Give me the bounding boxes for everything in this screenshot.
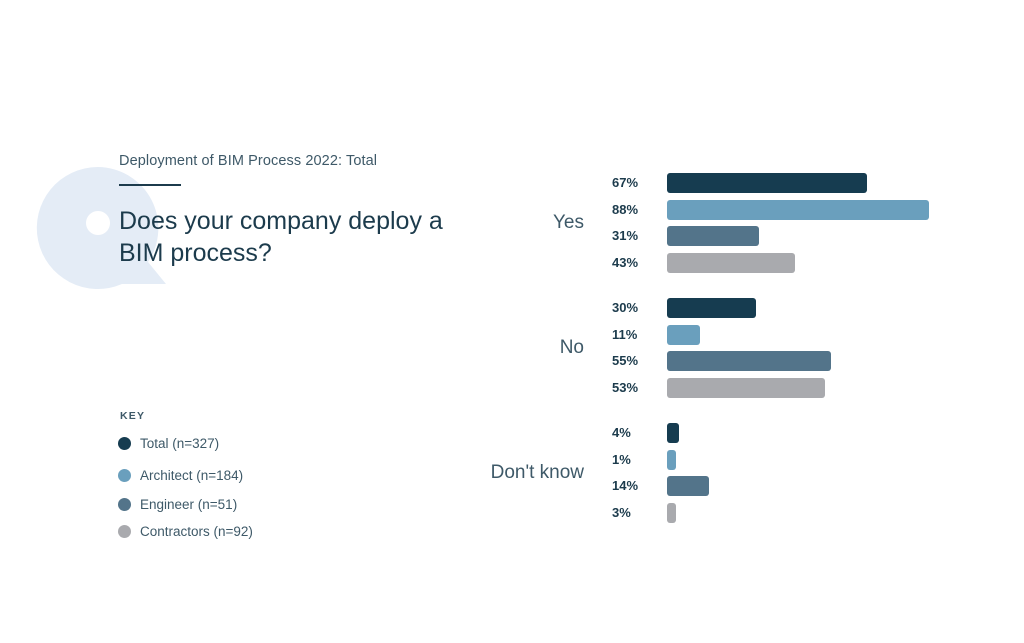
legend-item-contractors: Contractors (n=92)	[118, 522, 253, 540]
bar-total	[667, 423, 679, 443]
data-label-contractors: 53%	[612, 380, 639, 396]
bar-total	[667, 298, 757, 318]
legend-swatch-total	[118, 436, 131, 450]
q-logo-watermark	[36, 166, 166, 289]
data-label-architect: 1%	[612, 451, 631, 467]
legend-label-architect: Architect (n=184)	[140, 467, 244, 483]
category-label-no: No	[559, 337, 584, 359]
legend-label-engineer: Engineer (n=51)	[140, 496, 238, 512]
data-label-engineer: 14%	[612, 478, 639, 494]
bar-architect	[667, 199, 930, 220]
data-label-engineer: 31%	[612, 228, 639, 244]
legend-item-engineer: Engineer (n=51)	[118, 495, 237, 513]
bar-architect	[667, 324, 700, 345]
legend-title: KEY	[120, 410, 146, 422]
data-label-total: 4%	[612, 425, 631, 440]
bar-engineer	[667, 226, 760, 247]
legend-label-total: Total (n=327)	[140, 435, 220, 451]
legend-swatch-engineer	[118, 497, 131, 511]
legend-item-total: Total (n=327)	[118, 434, 219, 452]
bar-total	[667, 173, 867, 193]
data-label-contractors: 43%	[612, 255, 639, 271]
data-label-engineer: 55%	[612, 353, 639, 369]
data-label-contractors: 3%	[612, 505, 631, 521]
legend-swatch-contractors	[118, 524, 131, 538]
title-divider	[119, 184, 181, 186]
data-label-total: 30%	[612, 300, 639, 315]
legend-item-architect: Architect (n=184)	[118, 466, 243, 484]
chart-subtitle: Deployment of BIM Process 2022: Total	[119, 153, 378, 169]
bar-contractors	[667, 253, 796, 274]
bar-contractors	[667, 378, 825, 399]
bar-contractors	[667, 503, 676, 524]
legend-label-contractors: Contractors (n=92)	[140, 523, 253, 539]
bar-engineer	[667, 476, 709, 497]
data-label-architect: 88%	[612, 201, 639, 217]
data-label-total: 67%	[612, 175, 639, 190]
category-label-don-t-know: Don't know	[490, 462, 584, 484]
bar-engineer	[667, 351, 831, 372]
data-label-architect: 11%	[612, 326, 638, 342]
category-label-yes: Yes	[553, 212, 584, 234]
chart-title: Does your company deploy a BIM process?	[119, 207, 443, 267]
legend-swatch-architect	[118, 468, 131, 482]
bar-architect	[667, 449, 676, 470]
